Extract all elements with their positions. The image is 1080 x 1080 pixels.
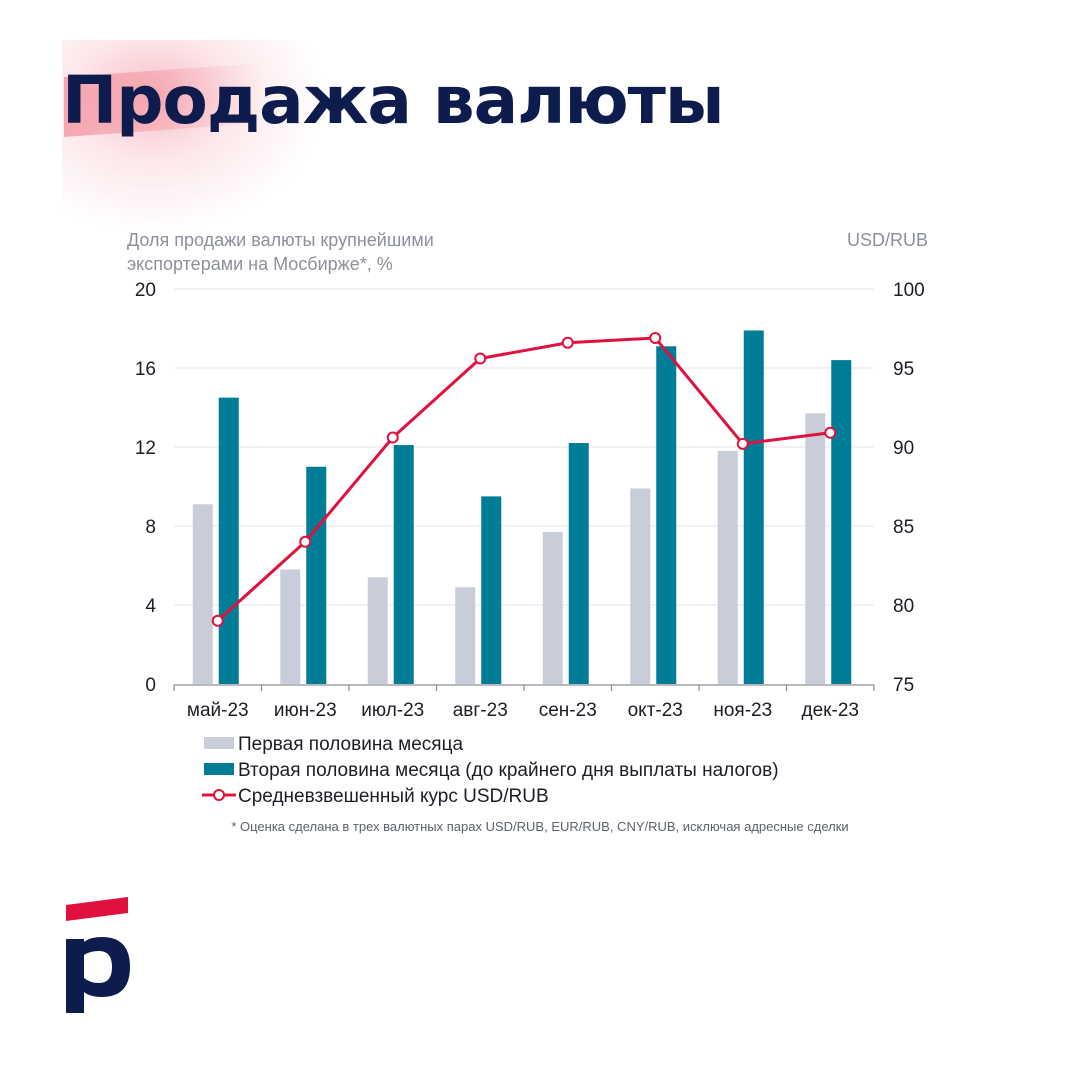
legend-swatch-first-half bbox=[204, 737, 234, 749]
bar-first-half bbox=[455, 587, 476, 684]
brand-logo bbox=[66, 897, 130, 1013]
y2-tick-label: 75 bbox=[893, 675, 914, 696]
rate-point bbox=[824, 426, 837, 439]
y2-tick-label: 85 bbox=[893, 517, 914, 538]
y-tick-label: 0 bbox=[145, 675, 156, 696]
bar-second-half bbox=[306, 466, 327, 684]
y2-axis-title: USD/RUB bbox=[847, 230, 928, 250]
bar-second-half bbox=[481, 496, 502, 684]
x-tick-label: май-23 bbox=[187, 700, 249, 721]
page-title: Продажа валюты bbox=[62, 62, 725, 139]
legend-swatch-second-half bbox=[204, 763, 234, 775]
rate-point bbox=[211, 614, 224, 627]
y2-tick-label: 90 bbox=[893, 438, 914, 459]
x-tick-label: окт-23 bbox=[628, 700, 683, 721]
bar-second-half bbox=[218, 397, 239, 684]
bar-first-half bbox=[280, 569, 301, 684]
legend-label: Первая половина месяца bbox=[238, 734, 463, 755]
axis-labels: 0 4 8 12 16 20 75 80 85 90 95 100 май-23 июн-23 июл-23… bbox=[127, 230, 928, 721]
legend: Первая половина месяца Вторая половина ме… bbox=[202, 734, 779, 807]
x-tick-label: июл-23 bbox=[361, 700, 424, 721]
y-tick-label: 20 bbox=[135, 280, 156, 301]
bar-first-half bbox=[367, 577, 388, 684]
y-tick-label: 16 bbox=[135, 359, 156, 380]
bar-second-half bbox=[656, 346, 677, 684]
rate-point bbox=[649, 331, 662, 344]
y2-tick-label: 100 bbox=[893, 280, 925, 301]
footnote: * Оценка сделана в трех валютных парах U… bbox=[231, 819, 849, 834]
legend-swatch-rate-point bbox=[213, 789, 225, 801]
legend-label: Средневзвешенный курс USD/RUB bbox=[238, 786, 549, 807]
x-tick-label: дек-23 bbox=[802, 700, 859, 721]
bar-second-half bbox=[743, 330, 764, 684]
y-tick-label: 4 bbox=[145, 596, 156, 617]
axes bbox=[173, 684, 875, 691]
bar-second-half bbox=[393, 445, 414, 684]
rate-line bbox=[211, 331, 837, 627]
y-axis-title-line: экспортерами на Мосбирже*, % bbox=[127, 254, 393, 274]
rate-point bbox=[474, 352, 487, 365]
bar-first-half bbox=[805, 413, 826, 684]
x-tick-label: сен-23 bbox=[539, 700, 597, 721]
rate-point bbox=[386, 431, 399, 444]
bars bbox=[192, 330, 852, 684]
bar-first-half bbox=[630, 488, 651, 684]
bar-second-half bbox=[831, 360, 852, 684]
legend-label: Вторая половина месяца (до крайнего дня … bbox=[238, 760, 779, 781]
rate-point bbox=[736, 437, 749, 450]
bar-second-half bbox=[568, 443, 589, 684]
rate-point bbox=[561, 336, 574, 349]
bar-first-half bbox=[192, 504, 213, 684]
x-tick-label: ноя-23 bbox=[713, 700, 772, 721]
bar-first-half bbox=[542, 531, 563, 684]
rate-point bbox=[299, 535, 312, 548]
x-tick-label: июн-23 bbox=[274, 700, 337, 721]
grid-lines bbox=[174, 288, 874, 606]
x-tick-label: авг-23 bbox=[453, 700, 508, 721]
y2-tick-label: 80 bbox=[893, 596, 914, 617]
y-axis-title-line: Доля продажи валюты крупнейшими bbox=[127, 230, 434, 250]
y2-tick-label: 95 bbox=[893, 359, 914, 380]
bar-first-half bbox=[717, 450, 738, 684]
rate-line-path bbox=[216, 336, 831, 622]
y-tick-label: 12 bbox=[135, 438, 156, 459]
y-tick-label: 8 bbox=[145, 517, 156, 538]
